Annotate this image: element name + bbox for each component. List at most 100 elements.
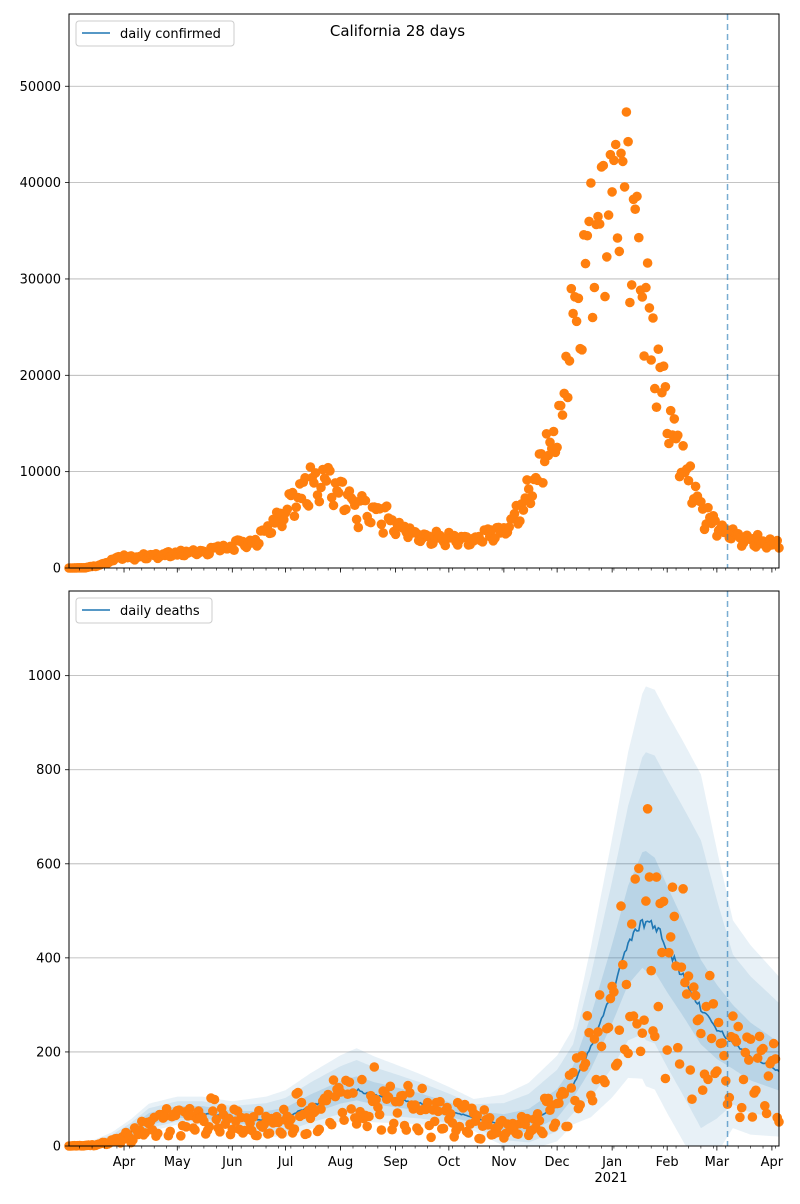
confirmed-point: [577, 345, 587, 355]
deaths-point: [728, 1011, 738, 1021]
deaths-point: [252, 1130, 262, 1141]
confirmed-point: [630, 204, 640, 214]
confirmed-point: [557, 410, 568, 420]
x-tick-label: Sep: [383, 1155, 408, 1170]
deaths-point: [694, 1014, 704, 1024]
confirmed-point: [651, 402, 662, 413]
top-legend: daily confirmed: [75, 20, 235, 47]
deaths-point: [165, 1126, 175, 1137]
deaths-point: [632, 1019, 642, 1029]
x-year-label: 2021: [594, 1171, 627, 1186]
confirmed-point: [504, 522, 514, 532]
confirmed-point: [614, 246, 625, 257]
confirmed-point: [548, 426, 559, 437]
deaths-point: [566, 1083, 577, 1093]
deaths-point: [642, 804, 653, 814]
confirmed-point: [303, 501, 314, 511]
confirmed-point: [594, 219, 605, 229]
deaths-point: [612, 1058, 623, 1069]
deaths-point: [618, 959, 628, 970]
top-panel: 0 10000 20000 30000 40000 50000 daily confirm…: [20, 13, 784, 577]
deaths-point: [575, 1100, 585, 1110]
confirmed-point: [509, 508, 520, 519]
deaths-point: [596, 1041, 607, 1052]
deaths-point: [651, 872, 662, 882]
deaths-point: [346, 1104, 357, 1114]
confirmed-point: [328, 500, 339, 511]
deaths-point: [401, 1125, 412, 1135]
confirmed-point: [653, 344, 664, 355]
confirmed-point: [602, 252, 612, 262]
confirmed-point: [518, 505, 529, 515]
deaths-point: [405, 1088, 415, 1098]
deaths-point: [239, 1125, 250, 1136]
confirmed-point: [619, 182, 630, 192]
deaths-point: [389, 1118, 399, 1129]
deaths-point: [264, 1128, 275, 1138]
confirmed-point: [598, 160, 609, 171]
deaths-point: [712, 1066, 722, 1076]
bottom-plot-frame: [68, 590, 780, 1147]
bottom-legend-box: [75, 597, 213, 624]
deaths-point: [534, 1115, 545, 1126]
confirmed-point: [621, 107, 632, 117]
x-tick-label: Aug: [328, 1155, 353, 1170]
deaths-point: [208, 1106, 218, 1116]
confirmed-point: [291, 502, 302, 512]
deaths-point: [616, 901, 626, 911]
deaths-point: [721, 1076, 731, 1086]
deaths-point: [760, 1101, 770, 1111]
confirmed-point: [229, 545, 239, 555]
deaths-point: [690, 990, 701, 1001]
confirmed-point: [658, 361, 669, 372]
deaths-point: [369, 1062, 380, 1072]
deaths-point: [582, 1011, 593, 1021]
confirmed-point: [772, 535, 782, 546]
confirmed-point: [642, 258, 653, 268]
confirmed-point: [571, 316, 582, 327]
confirmed-point: [366, 517, 376, 528]
confirmed-point: [337, 477, 348, 487]
deaths-point: [724, 1092, 735, 1103]
x-tick-label: Nov: [491, 1155, 517, 1170]
deaths-point: [696, 1028, 706, 1039]
top-legend-box: [75, 20, 235, 47]
deaths-point: [433, 1106, 444, 1117]
deaths-point: [589, 1034, 600, 1044]
deaths-point: [413, 1125, 424, 1136]
deaths-point: [752, 1053, 763, 1063]
confirmed-point: [673, 430, 683, 441]
deaths-point: [706, 1033, 717, 1044]
confirmed-point: [669, 414, 680, 424]
deaths-point: [513, 1129, 523, 1139]
bottom-panel: 0 200 400 600 800 1000 Apr May Jun Jul Aug Sep Oct N…: [28, 590, 784, 1186]
confirmed-point: [555, 400, 566, 411]
deaths-point: [580, 1058, 591, 1069]
deaths-point: [708, 999, 719, 1009]
confirmed-point: [703, 502, 713, 513]
confirmed-point: [632, 191, 642, 202]
deaths-point: [587, 1095, 598, 1106]
deaths-point: [705, 970, 715, 981]
confirmed-point: [515, 516, 525, 526]
confirmed-point: [665, 405, 676, 416]
confirmed-point: [376, 519, 387, 530]
deaths-point: [738, 1074, 749, 1085]
deaths-point: [630, 874, 640, 884]
deaths-point: [568, 1067, 578, 1078]
deaths-point: [665, 932, 676, 942]
confirmed-point: [600, 291, 610, 302]
deaths-point: [639, 1015, 649, 1025]
deaths-point: [160, 1111, 170, 1122]
deaths-point: [374, 1109, 385, 1120]
deaths-point: [204, 1122, 214, 1132]
confirmed-point: [607, 187, 617, 197]
bottom-ytick-label: 0: [53, 1140, 61, 1155]
deaths-point: [609, 987, 619, 997]
deaths-point: [328, 1075, 339, 1085]
deaths-point: [316, 1104, 326, 1114]
bottom-ytick-label: 600: [36, 857, 61, 872]
deaths-point: [761, 1108, 772, 1119]
confirmed-point: [696, 497, 706, 507]
x-tick-label: Jan: [601, 1155, 622, 1170]
